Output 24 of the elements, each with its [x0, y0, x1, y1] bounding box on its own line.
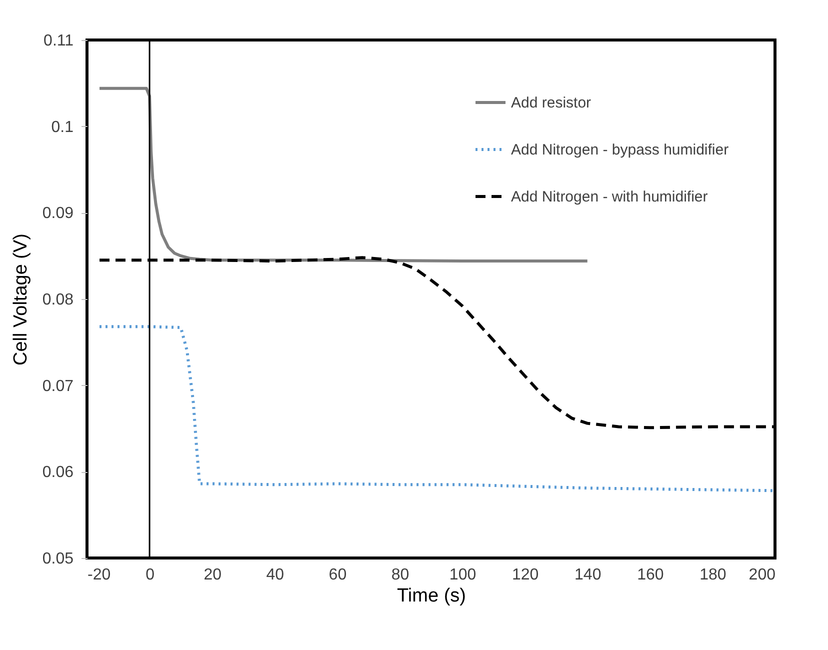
y-tick-label: 0.09	[42, 205, 74, 222]
x-tick-label: 140	[574, 566, 602, 584]
x-tick-label: 160	[637, 566, 664, 584]
y-tick-label: 0.06	[42, 464, 74, 482]
legend-label: Add Nitrogen - bypass humidifier	[511, 142, 729, 158]
y-tick-label: 0.07	[42, 378, 74, 395]
x-tick-label: 20	[204, 566, 222, 584]
y-tick-label: 0.1	[51, 118, 74, 136]
x-tick-label: 180	[700, 566, 726, 584]
y-tick-label: 0.08	[42, 292, 74, 308]
x-tick-label: 200	[748, 566, 776, 584]
legend-label: Add Nitrogen - with humidifier	[511, 188, 708, 206]
y-axis-title: Cell Voltage (V)	[10, 233, 32, 366]
x-tick-label: 120	[512, 566, 539, 584]
legend-label: Add resistor	[511, 94, 592, 112]
x-tick-label: 80	[391, 566, 410, 584]
x-tick-label: 100	[449, 566, 476, 584]
x-tick-label: 60	[328, 566, 347, 584]
y-tick-label: 0.11	[44, 32, 74, 50]
x-tick-label: 40	[266, 566, 284, 584]
x-tick-label: -20	[88, 566, 111, 584]
x-axis-title: Time (s)	[397, 586, 466, 606]
y-tick-label: 0.05	[42, 550, 74, 568]
x-tick-label: 0	[146, 566, 155, 584]
